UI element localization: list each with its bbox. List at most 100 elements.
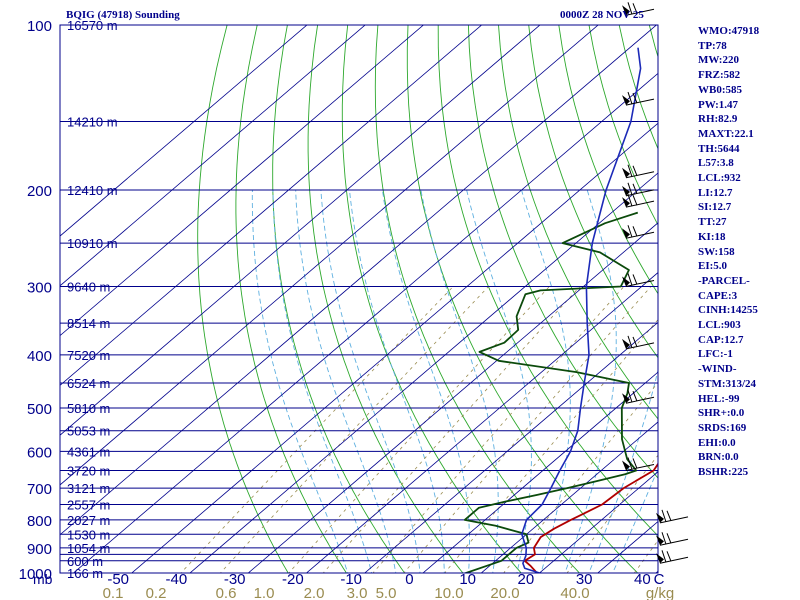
stat-row: BSHR:225: [698, 466, 749, 479]
moist-adiabat: [564, 189, 617, 573]
mixing-ratio-label: 40.0: [560, 585, 589, 600]
isotherm: [247, 222, 658, 573]
mixing-ratio-line: [444, 319, 658, 573]
stat-row: TT:27: [698, 216, 727, 229]
moist-adiabat: [381, 189, 470, 573]
pressure-tick-label: 900: [27, 541, 52, 558]
pressure-tick-label: 600: [27, 444, 52, 461]
stat-row: BRN:0.0: [698, 451, 739, 464]
moist-adiabat: [466, 189, 532, 573]
stat-row: LCL:903: [698, 319, 741, 332]
height-label: 600 m: [67, 554, 103, 569]
moist-adiabat: [588, 368, 658, 573]
stat-row: RH:82.9: [698, 113, 738, 126]
stat-row: SRDS:169: [698, 421, 747, 434]
temperature-tick-label: -40: [166, 571, 188, 588]
isotherm: [60, 25, 541, 436]
mixing-ratio-label: 1.0: [254, 585, 275, 600]
stat-row: HEL:-99: [698, 392, 740, 405]
dry-adiabat: [341, 25, 522, 573]
wind-barb: [622, 225, 655, 239]
dry-adiabat: [558, 25, 658, 295]
wind-barb: [622, 390, 655, 404]
temperature-tick-label: 30: [576, 571, 593, 588]
isotherm: [60, 25, 599, 486]
pressure-tick-label: 200: [27, 183, 52, 200]
pressure-tick-label: 500: [27, 401, 52, 418]
isotherm: [305, 272, 658, 573]
mixing-ratio-line: [403, 286, 652, 573]
stat-row: CAP:12.7: [698, 333, 744, 346]
height-label: 5053 m: [67, 424, 110, 439]
stat-row: TH:5644: [698, 142, 740, 155]
stat-row: SW:158: [698, 245, 735, 258]
height-label: 8514 m: [67, 316, 110, 331]
dry-adiabat: [498, 25, 658, 420]
temperature-unit-label: C: [654, 571, 665, 588]
pressure-tick-label: 300: [27, 280, 52, 297]
dry-adiabat: [374, 25, 581, 573]
temperature-tick-label: -10: [340, 571, 362, 588]
height-label: 3121 m: [67, 481, 110, 496]
stat-row: CAPE:3: [698, 289, 738, 302]
isotherm: [60, 25, 658, 536]
moist-adiabat: [521, 189, 571, 573]
wind-barb: [622, 457, 655, 471]
moist-adiabat: [420, 189, 499, 573]
isotherm: [538, 471, 658, 573]
wind-barb: [622, 164, 655, 179]
mixing-ratio-label: 20.0: [490, 585, 519, 600]
moist-adiabat: [349, 189, 445, 573]
temperature-tick-label: 20: [518, 571, 535, 588]
stat-row: TP:78: [698, 39, 727, 52]
temperature-tick-label: 0: [405, 571, 413, 588]
wind-barb: [656, 532, 689, 546]
dry-adiabat: [235, 25, 347, 573]
mixing-ratio-unit-label: g/kg: [646, 585, 674, 600]
observation-time: 0000Z 28 NOV 25: [560, 9, 644, 21]
moist-adiabat: [272, 189, 373, 573]
wind-barb: [622, 335, 655, 350]
wind-barb: [622, 194, 655, 208]
mixing-ratio-label: 3.0: [347, 585, 368, 600]
mixing-ratio-label: 0.2: [146, 585, 167, 600]
moist-adiabat: [320, 189, 421, 573]
height-label: 2557 m: [67, 498, 110, 513]
isotherm: [60, 25, 425, 337]
height-label: 1054 m: [67, 541, 110, 556]
height-label: 2027 m: [67, 513, 110, 528]
mixing-ratio-line: [180, 286, 454, 573]
pressure-unit-label: mb: [33, 571, 53, 587]
isotherm: [60, 25, 366, 287]
mixing-ratio-label: 10.0: [434, 585, 463, 600]
isotherm: [480, 421, 658, 573]
wind-barb: [656, 509, 689, 524]
mixing-ratio-label: 0.6: [216, 585, 237, 600]
height-label: 166 m: [67, 566, 103, 581]
mixing-ratio-line: [219, 286, 489, 573]
height-label: 1530 m: [67, 527, 110, 542]
height-label: 3720 m: [67, 464, 110, 479]
dry-adiabat: [437, 25, 658, 537]
isotherm: [60, 25, 308, 237]
wind-barb: [622, 91, 655, 106]
mixing-ratio-line: [322, 286, 581, 573]
height-label: 9640 m: [67, 280, 110, 295]
stats-panel: WMO:47918 TP:78 MW:220 FRZ:582 WB0:585 PW:1.4…: [698, 24, 798, 480]
mixing-ratio-label: 0.1: [103, 585, 124, 600]
station-title: BQIG (47918) Sounding: [66, 9, 180, 21]
stat-row: WB0:585: [698, 83, 742, 96]
stat-row: MW:220: [698, 54, 739, 67]
temperature-tick-label: -50: [107, 571, 129, 588]
pressure-tick-label: 1000: [19, 566, 52, 583]
height-label: 10910 m: [67, 236, 118, 251]
mixing-ratio-line: [503, 382, 658, 573]
mixing-ratio-label: 2.0: [304, 585, 325, 600]
temperature-tick-label: -30: [224, 571, 246, 588]
height-label: 5810 m: [67, 401, 110, 416]
stat-row: EI:5.0: [698, 260, 728, 273]
height-label: 7520 m: [67, 348, 110, 363]
wind-barb: [656, 550, 689, 564]
mixing-ratio-label: 5.0: [376, 585, 397, 600]
